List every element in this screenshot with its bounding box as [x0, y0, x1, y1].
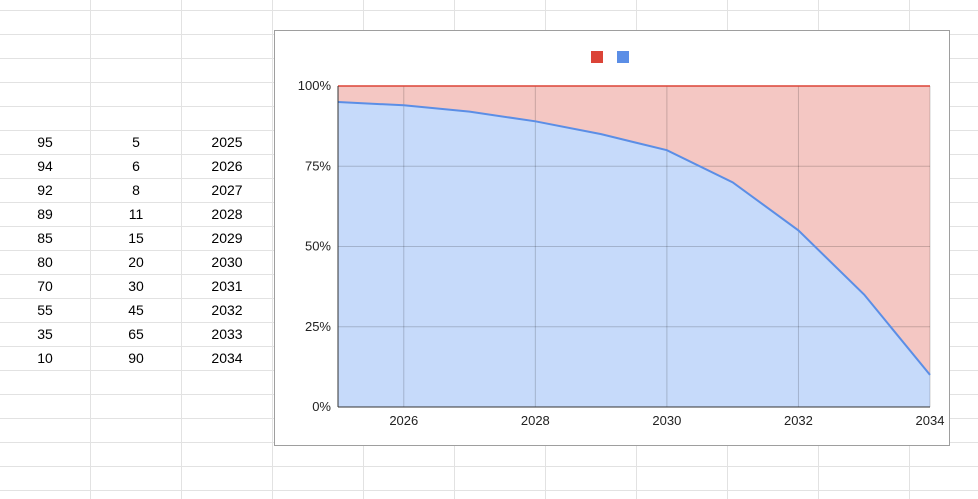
y-tick-label: 100%: [298, 78, 332, 93]
y-tick-label: 25%: [305, 319, 331, 334]
table-cell[interactable]: 2031: [211, 278, 243, 294]
table-cell[interactable]: 35: [37, 326, 53, 342]
table-cell[interactable]: 2030: [211, 254, 243, 270]
x-tick-label: 2028: [521, 413, 550, 428]
table-cell[interactable]: 15: [128, 230, 144, 246]
table-cell[interactable]: 2027: [211, 182, 243, 198]
table-cell[interactable]: 92: [37, 182, 53, 198]
chart-canvas: 0% 25% 50% 75% 100% 2026 2028 2030 2032 2034: [298, 51, 945, 428]
table-cell[interactable]: 55: [37, 302, 53, 318]
table-cell[interactable]: 11: [128, 206, 144, 222]
table-cell[interactable]: 2028: [211, 206, 243, 222]
y-tick-label: 75%: [305, 158, 331, 173]
y-tick-label: 0%: [312, 399, 331, 414]
table-cell[interactable]: 6: [132, 158, 140, 174]
table-cell[interactable]: 65: [128, 326, 144, 342]
table-cell[interactable]: 2026: [211, 158, 243, 174]
table-cell[interactable]: 5: [132, 134, 140, 150]
table-cell[interactable]: 20: [128, 254, 144, 270]
x-tick-label: 2034: [916, 413, 945, 428]
table-cell[interactable]: 2032: [211, 302, 243, 318]
table-cell[interactable]: 94: [37, 158, 53, 174]
table-cell[interactable]: 95: [37, 134, 53, 150]
legend-swatch-series-1[interactable]: [617, 51, 629, 63]
table-cell[interactable]: 90: [128, 350, 144, 366]
table-cell[interactable]: 2033: [211, 326, 243, 342]
x-tick-label: 2026: [389, 413, 418, 428]
x-tick-label: 2030: [652, 413, 681, 428]
chart[interactable]: 0% 25% 50% 75% 100% 2026 2028 2030 2032 2034: [274, 30, 950, 446]
table-cell[interactable]: 45: [128, 302, 144, 318]
x-tick-label: 2032: [784, 413, 813, 428]
line-series-1: [337, 101, 931, 376]
y-tick-label: 50%: [305, 239, 331, 254]
table-cell[interactable]: 89: [37, 206, 53, 222]
table-cell[interactable]: 70: [37, 278, 53, 294]
table-cell[interactable]: 10: [37, 350, 53, 366]
table-cell[interactable]: 2029: [211, 230, 243, 246]
table-cell[interactable]: 8: [132, 182, 140, 198]
table-cell[interactable]: 30: [128, 278, 144, 294]
legend-swatch-series-2[interactable]: [591, 51, 603, 63]
table-cell[interactable]: 2025: [211, 134, 243, 150]
area-series-1: [338, 102, 930, 408]
table-cell[interactable]: 2034: [211, 350, 243, 366]
table-cell[interactable]: 80: [37, 254, 53, 270]
table-cell[interactable]: 85: [37, 230, 53, 246]
